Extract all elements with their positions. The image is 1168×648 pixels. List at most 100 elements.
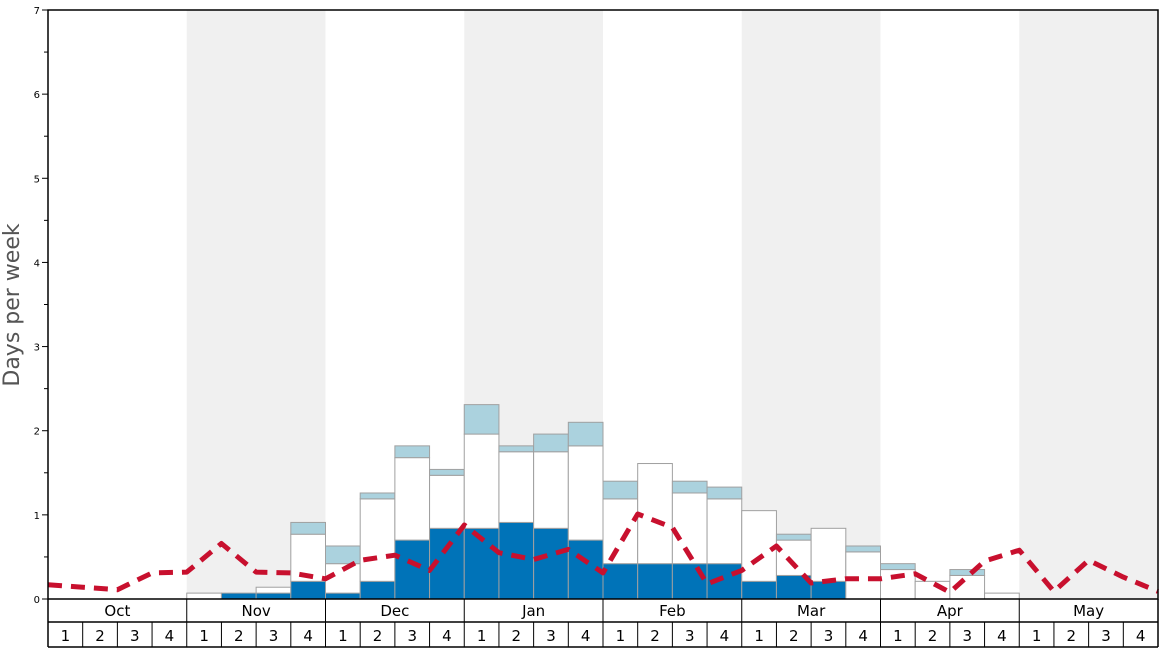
month-label-dec: Dec [380, 602, 409, 620]
week-label: 3 [546, 627, 556, 645]
y-tick-label: 5 [34, 174, 40, 185]
month-band-may [1019, 10, 1158, 599]
week-label: 1 [1032, 627, 1042, 645]
bar-white-6 [255, 586, 292, 594]
y-axis: 0 1 2 3 4 5 6 7 [34, 6, 48, 606]
week-label: 3 [962, 627, 972, 645]
bar-light-23 [845, 545, 881, 553]
bar-dark-18 [671, 563, 708, 600]
average-line [47, 511, 1159, 595]
week-label: 2 [1067, 627, 1077, 645]
bar-dark-9 [359, 580, 396, 600]
bar-light-8 [325, 545, 361, 565]
average-line-path [47, 511, 1159, 595]
y-tick-label: 6 [34, 90, 40, 101]
week-label: 4 [997, 627, 1007, 645]
month-band-nov [186, 10, 326, 599]
bar-light-11 [429, 468, 465, 476]
bar-dark-13 [498, 521, 535, 600]
bar-dark-6 [255, 592, 292, 600]
y-axis-label: Days per week [0, 223, 25, 386]
month-bands [186, 10, 1158, 599]
y-tick-label: 2 [34, 427, 40, 438]
bar-dark-8 [325, 592, 361, 600]
month-label-jan: Jan [521, 602, 545, 620]
y-tick-label: 1 [34, 511, 40, 522]
week-label: 3 [269, 627, 279, 645]
bar-dark-14 [533, 527, 569, 600]
bar-white-20 [741, 510, 777, 582]
bar-light-10 [394, 445, 431, 459]
week-label: 4 [165, 627, 175, 645]
bar-light-14 [533, 433, 569, 453]
week-label: 1 [893, 627, 903, 645]
bar-light-18 [671, 480, 708, 494]
week-label: 2 [928, 627, 938, 645]
bar-white-19 [706, 498, 743, 565]
bar-light-19 [706, 486, 743, 500]
week-label: 2 [512, 627, 522, 645]
week-label: 3 [1101, 627, 1111, 645]
week-label: 2 [650, 627, 660, 645]
bars [186, 404, 1020, 600]
bar-white-4 [186, 592, 222, 600]
bar-light-16 [602, 480, 639, 500]
month-label-feb: Feb [659, 602, 686, 620]
week-label: 4 [581, 627, 591, 645]
week-label: 2 [373, 627, 383, 645]
bar-white-14 [533, 451, 569, 529]
week-label: 1 [199, 627, 209, 645]
bar-light-26 [949, 569, 986, 576]
y-tick-label: 0 [34, 595, 40, 606]
week-label: 4 [442, 627, 452, 645]
week-label: 3 [824, 627, 834, 645]
week-label: 1 [338, 627, 348, 645]
week-label: 3 [130, 627, 140, 645]
bar-white-16 [602, 498, 639, 565]
bar-light-9 [359, 492, 396, 500]
week-label: 1 [477, 627, 487, 645]
month-band-mar [741, 10, 881, 599]
month-label-mar: Mar [797, 602, 826, 620]
y-tick-label: 4 [34, 258, 40, 269]
month-label-nov: Nov [241, 602, 270, 620]
week-label: 1 [61, 627, 71, 645]
bar-dark-7 [290, 580, 326, 600]
x-axis: Oct 1 2 3 4 Nov 1 2 3 4 Dec 1 2 3 4 Jan 1 2 3 4 Feb 1 2 3 4 Mar 1 2… [47, 599, 1159, 648]
bar-white-9 [359, 498, 396, 582]
bar-dark-16 [602, 563, 639, 600]
bar-dark-5 [220, 592, 257, 600]
bar-white-10 [394, 457, 431, 541]
week-label: 4 [720, 627, 730, 645]
bar-white-11 [429, 474, 465, 529]
week-label: 1 [754, 627, 764, 645]
week-label: 4 [1136, 627, 1146, 645]
bar-light-21 [775, 533, 812, 541]
bar-light-7 [290, 521, 326, 535]
bar-light-24 [880, 563, 916, 571]
week-label: 3 [685, 627, 695, 645]
month-label-apr: Apr [937, 602, 964, 620]
week-label: 4 [858, 627, 868, 645]
week-label: 2 [95, 627, 105, 645]
bar-white-23 [845, 551, 881, 600]
bar-white-27 [984, 592, 1020, 600]
bar-white-22 [810, 527, 847, 582]
bar-light-12 [463, 404, 500, 435]
bar-dark-20 [741, 580, 777, 600]
y-tick-label: 7 [34, 6, 40, 17]
y-tick-label: 3 [34, 343, 40, 354]
bar-light-15 [567, 421, 604, 447]
week-label: 1 [616, 627, 626, 645]
bar-dark-10 [394, 539, 431, 600]
month-label-may: May [1073, 602, 1104, 620]
month-label-oct: Oct [104, 602, 130, 620]
week-label: 4 [303, 627, 313, 645]
week-label: 3 [407, 627, 417, 645]
bar-white-15 [567, 445, 604, 541]
week-label: 2 [789, 627, 799, 645]
bar-dark-17 [637, 563, 673, 600]
week-label: 2 [234, 627, 244, 645]
bar-light-13 [498, 445, 535, 453]
